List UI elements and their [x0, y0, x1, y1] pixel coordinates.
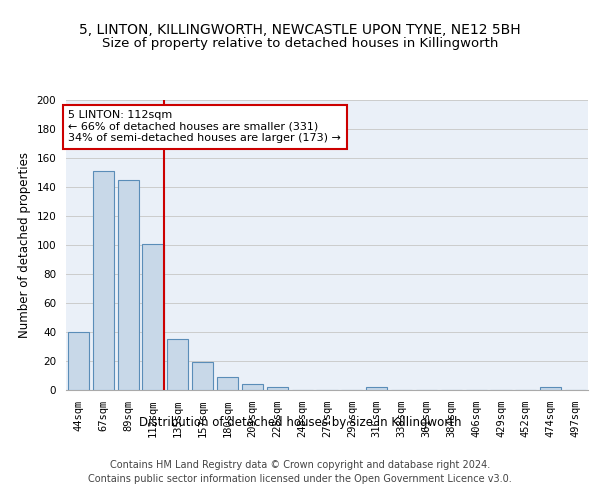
Text: Distribution of detached houses by size in Killingworth: Distribution of detached houses by size … — [139, 416, 461, 429]
Text: 5, LINTON, KILLINGWORTH, NEWCASTLE UPON TYNE, NE12 5BH: 5, LINTON, KILLINGWORTH, NEWCASTLE UPON … — [79, 22, 521, 36]
Bar — [267, 387, 288, 390]
Bar — [366, 387, 387, 390]
Bar — [242, 384, 263, 390]
Bar — [118, 180, 139, 390]
Text: Contains HM Land Registry data © Crown copyright and database right 2024.
Contai: Contains HM Land Registry data © Crown c… — [88, 460, 512, 484]
Bar — [217, 377, 238, 390]
Bar — [540, 387, 561, 390]
Bar — [167, 339, 188, 390]
Bar — [93, 171, 114, 390]
Y-axis label: Number of detached properties: Number of detached properties — [18, 152, 31, 338]
Text: Size of property relative to detached houses in Killingworth: Size of property relative to detached ho… — [102, 38, 498, 51]
Bar — [192, 362, 213, 390]
Bar — [68, 332, 89, 390]
Text: 5 LINTON: 112sqm
← 66% of detached houses are smaller (331)
34% of semi-detached: 5 LINTON: 112sqm ← 66% of detached house… — [68, 110, 341, 144]
Bar — [142, 244, 164, 390]
